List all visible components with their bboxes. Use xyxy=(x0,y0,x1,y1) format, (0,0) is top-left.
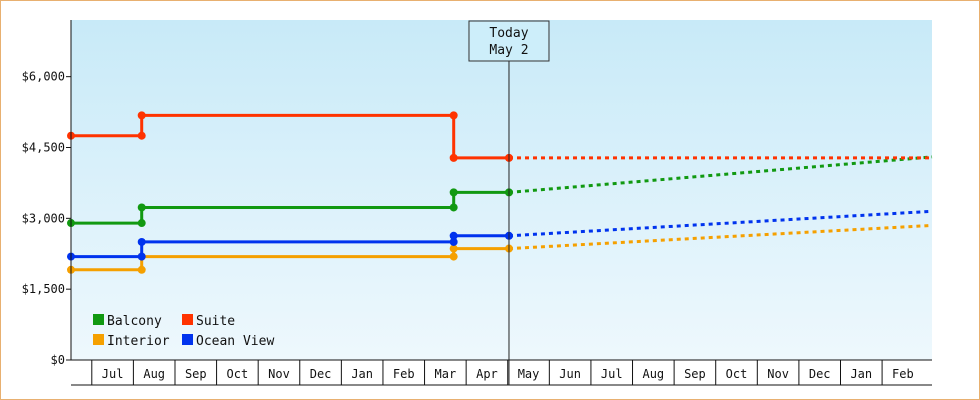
data-point xyxy=(449,231,458,240)
month-label: Jun xyxy=(559,367,581,381)
data-point xyxy=(137,265,146,274)
month-label: May xyxy=(518,367,540,381)
month-label: Jan xyxy=(850,367,872,381)
data-point xyxy=(449,237,458,246)
month-label: Oct xyxy=(227,367,249,381)
data-point xyxy=(449,153,458,162)
data-point xyxy=(449,188,458,197)
y-tick-label: $4,500 xyxy=(22,141,65,155)
series-history-line xyxy=(71,247,509,272)
data-point xyxy=(449,111,458,120)
month-label: Sep xyxy=(185,367,207,381)
plot-area xyxy=(71,20,932,360)
legend-swatch xyxy=(93,314,104,325)
y-tick-label: $6,000 xyxy=(22,70,65,84)
series-history-line xyxy=(71,234,509,259)
month-label: Sep xyxy=(684,367,706,381)
today-date-label: May 2 xyxy=(489,43,528,58)
data-point xyxy=(137,131,146,140)
data-point xyxy=(449,252,458,261)
legend-label: Suite xyxy=(196,314,235,329)
legend-label: Interior xyxy=(107,334,170,349)
series-history-line xyxy=(71,113,509,160)
series-balcony xyxy=(67,155,933,228)
legend-label: Balcony xyxy=(107,314,162,329)
data-point xyxy=(137,252,146,261)
today-label: Today xyxy=(489,26,528,41)
series-interior xyxy=(67,223,933,274)
month-label: Nov xyxy=(268,367,290,381)
data-point xyxy=(137,111,146,120)
month-label: Aug xyxy=(143,367,165,381)
month-label: Dec xyxy=(809,367,831,381)
data-point xyxy=(449,203,458,212)
month-label: Aug xyxy=(642,367,664,381)
data-point xyxy=(137,203,146,212)
month-label: Jul xyxy=(601,367,623,381)
month-label: Mar xyxy=(435,367,457,381)
data-point xyxy=(137,237,146,246)
y-tick-label: $0 xyxy=(51,353,65,367)
series-forecast-line xyxy=(508,155,933,194)
legend-label: Ocean View xyxy=(196,334,274,349)
legend-swatch xyxy=(93,334,104,345)
series-history-line xyxy=(71,190,509,225)
today-box xyxy=(468,20,550,62)
series-forecast-line xyxy=(508,209,933,238)
data-point xyxy=(449,244,458,253)
month-label: Apr xyxy=(476,367,498,381)
legend-swatch xyxy=(182,314,193,325)
legend-swatch xyxy=(182,334,193,345)
y-tick-label: $1,500 xyxy=(22,282,65,296)
month-label: Dec xyxy=(310,367,332,381)
month-label: Nov xyxy=(767,367,789,381)
data-point xyxy=(137,219,146,228)
month-label: Jan xyxy=(351,367,373,381)
month-label: Feb xyxy=(393,367,415,381)
series-forecast-line xyxy=(508,223,933,251)
month-label: Oct xyxy=(726,367,748,381)
y-tick-label: $3,000 xyxy=(22,211,65,225)
month-label: Jul xyxy=(102,367,124,381)
month-label: Feb xyxy=(892,367,914,381)
